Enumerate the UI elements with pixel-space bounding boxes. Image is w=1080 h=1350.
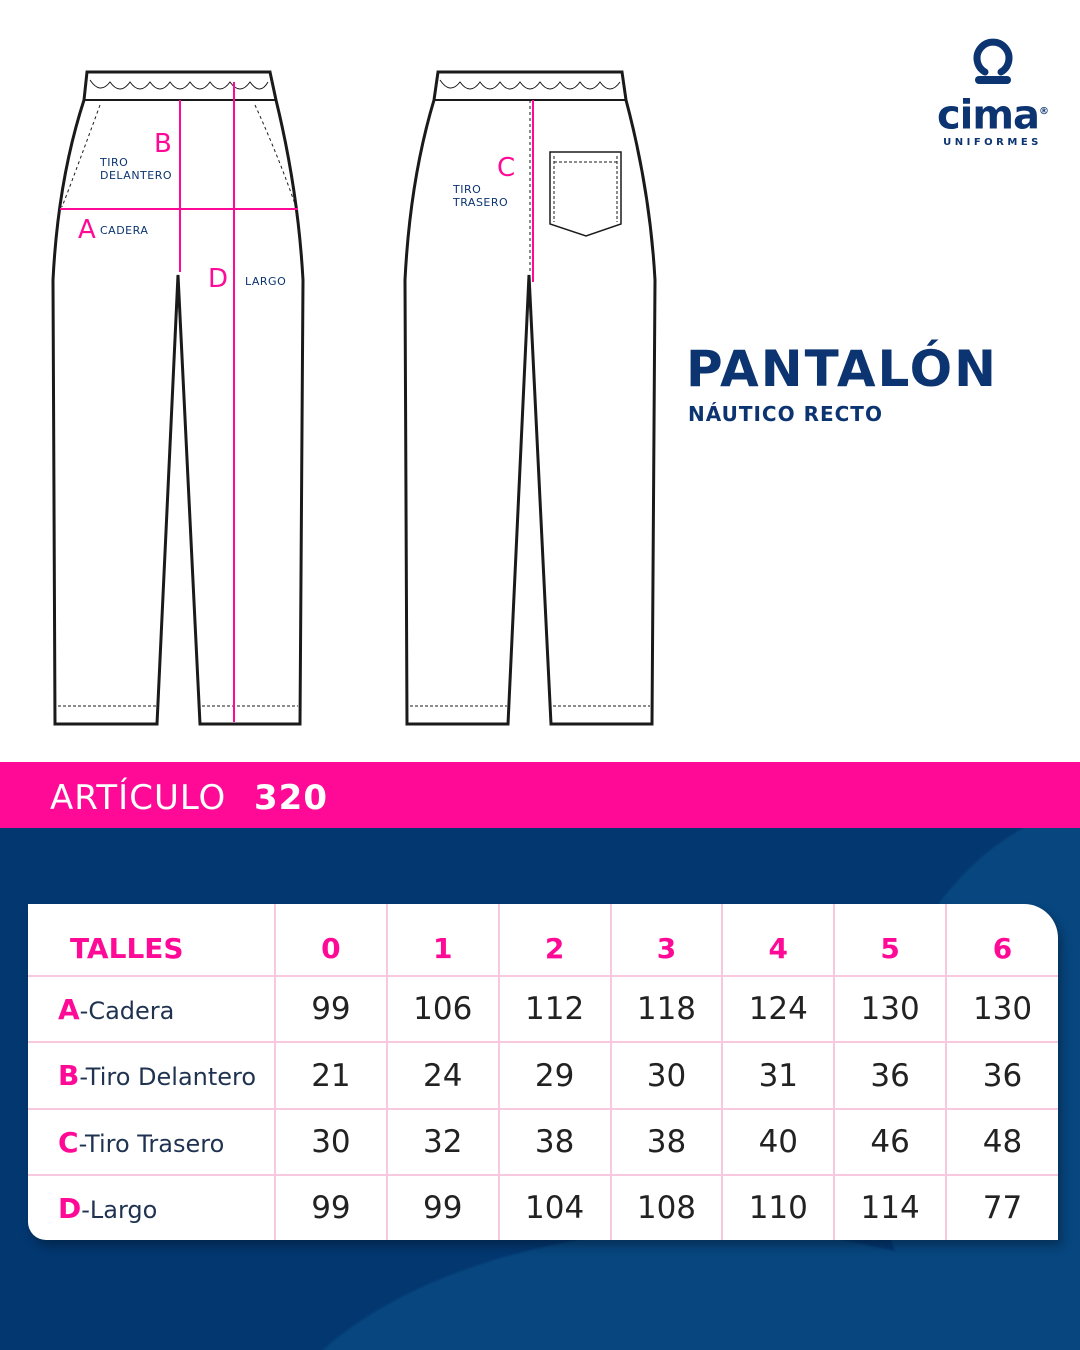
- cell: 114: [834, 1175, 948, 1240]
- row-label-largo: D-Largo: [28, 1175, 276, 1240]
- header-size: 3: [610, 904, 724, 977]
- cell: 40: [722, 1108, 836, 1177]
- cell: 21: [275, 1042, 388, 1110]
- header-size: 1: [386, 904, 500, 977]
- cell: 124: [722, 976, 836, 1044]
- header-size: 4: [722, 904, 836, 977]
- cell: 46: [834, 1108, 948, 1177]
- cell: 99: [275, 976, 388, 1044]
- cell: 108: [610, 1175, 724, 1240]
- cell: 130: [834, 976, 948, 1044]
- label-tiro-trasero-2: TRASERO: [452, 196, 508, 209]
- pants-front-drawing: [51, 70, 305, 726]
- omega-logo-icon: [973, 38, 1012, 84]
- header-size: 0: [275, 904, 388, 977]
- table-row: D-Largo 99 99 104 108 110 114 77: [28, 1175, 1058, 1240]
- measurement-lines-front: [60, 82, 298, 722]
- pants-back-drawing: [403, 70, 657, 726]
- cell: 29: [498, 1042, 612, 1110]
- label-letter-a: A: [78, 215, 96, 245]
- label-cadera: CADERA: [100, 224, 148, 237]
- article-banner: ARTÍCULO 320: [0, 762, 1080, 828]
- cell: 106: [386, 976, 500, 1044]
- header-talles: TALLES: [28, 904, 276, 977]
- cell: 38: [498, 1108, 612, 1177]
- cell: 24: [386, 1042, 500, 1110]
- label-tiro-trasero-1: TIRO: [452, 183, 481, 196]
- label-largo: LARGO: [245, 275, 286, 288]
- cell: 32: [386, 1108, 500, 1177]
- cell: 48: [946, 1108, 1058, 1177]
- cell: 30: [610, 1042, 724, 1110]
- cell: 112: [498, 976, 612, 1044]
- row-label-cadera: A-Cadera: [28, 976, 276, 1044]
- size-table-card: TALLES 0 1 2 3 4 5 6 A-Cadera 99 106 112…: [28, 904, 1058, 1240]
- pants-diagram: B TIRO DELANTERO A CADERA D LARGO C TIRO…: [51, 70, 657, 726]
- cell: 104: [498, 1175, 612, 1240]
- cell: 77: [982, 1190, 1023, 1227]
- label-tiro-delantero-1: TIRO: [99, 156, 128, 169]
- header-size: 6: [946, 904, 1058, 977]
- header-size: 5: [834, 904, 948, 977]
- table-row: A-Cadera 99 106 112 118 124 130 130: [28, 976, 1058, 1044]
- product-subtitle: NÁUTICO RECTO: [688, 402, 883, 426]
- logo-tagline: UNIFORMES: [943, 137, 1042, 149]
- table-row: C-Tiro Trasero 30 32 38 38 40 46 48: [28, 1108, 1058, 1177]
- row-label-tiro-trasero: C-Tiro Trasero: [28, 1108, 276, 1177]
- label-letter-d: D: [208, 264, 228, 294]
- header-size: 2: [498, 904, 612, 977]
- label-letter-b: B: [154, 129, 172, 159]
- table-header-row: TALLES 0 1 2 3 4 5 6: [28, 904, 1058, 977]
- cima-logo: cima® UNIFORMES: [930, 34, 1055, 148]
- cell: 38: [610, 1108, 724, 1177]
- article-number: 320: [254, 778, 328, 818]
- cell: 36: [946, 1042, 1058, 1110]
- table-row: B-Tiro Delantero 21 24 29 30 31 36 36: [28, 1042, 1058, 1110]
- registered-mark: ®: [1039, 106, 1049, 117]
- logo-wordmark: cima: [936, 92, 1040, 139]
- size-table: TALLES 0 1 2 3 4 5 6 A-Cadera 99 106 112…: [28, 904, 1058, 1240]
- cell: 118: [610, 976, 724, 1044]
- cell: 110: [722, 1175, 836, 1240]
- label-tiro-delantero-2: DELANTERO: [100, 169, 172, 182]
- cell: 99: [275, 1175, 388, 1240]
- label-letter-c: C: [497, 153, 515, 183]
- cell: 36: [834, 1042, 948, 1110]
- row-label-tiro-delantero: B-Tiro Delantero: [28, 1042, 276, 1110]
- product-title: PANTALÓN: [686, 340, 998, 398]
- cell: 99: [386, 1175, 500, 1240]
- cell: 30: [275, 1108, 388, 1177]
- cell: 31: [722, 1042, 836, 1110]
- article-label: ARTÍCULO: [50, 778, 227, 818]
- product-illustration-area: B TIRO DELANTERO A CADERA D LARGO C TIRO…: [51, 34, 1055, 726]
- cell: 130: [946, 976, 1058, 1044]
